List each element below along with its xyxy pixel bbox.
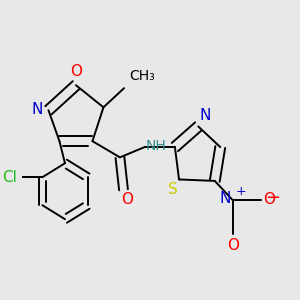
Text: O: O	[70, 64, 82, 79]
Text: N: N	[200, 109, 211, 124]
Text: N: N	[32, 102, 43, 117]
Text: O: O	[226, 238, 238, 253]
Text: O: O	[121, 192, 133, 207]
Text: −: −	[266, 189, 280, 207]
Text: O: O	[263, 192, 275, 207]
Text: CH₃: CH₃	[129, 69, 155, 83]
Text: NH: NH	[146, 139, 167, 153]
Text: S: S	[168, 182, 178, 197]
Text: N: N	[220, 191, 231, 206]
Text: +: +	[236, 185, 246, 198]
Text: Cl: Cl	[2, 170, 17, 185]
